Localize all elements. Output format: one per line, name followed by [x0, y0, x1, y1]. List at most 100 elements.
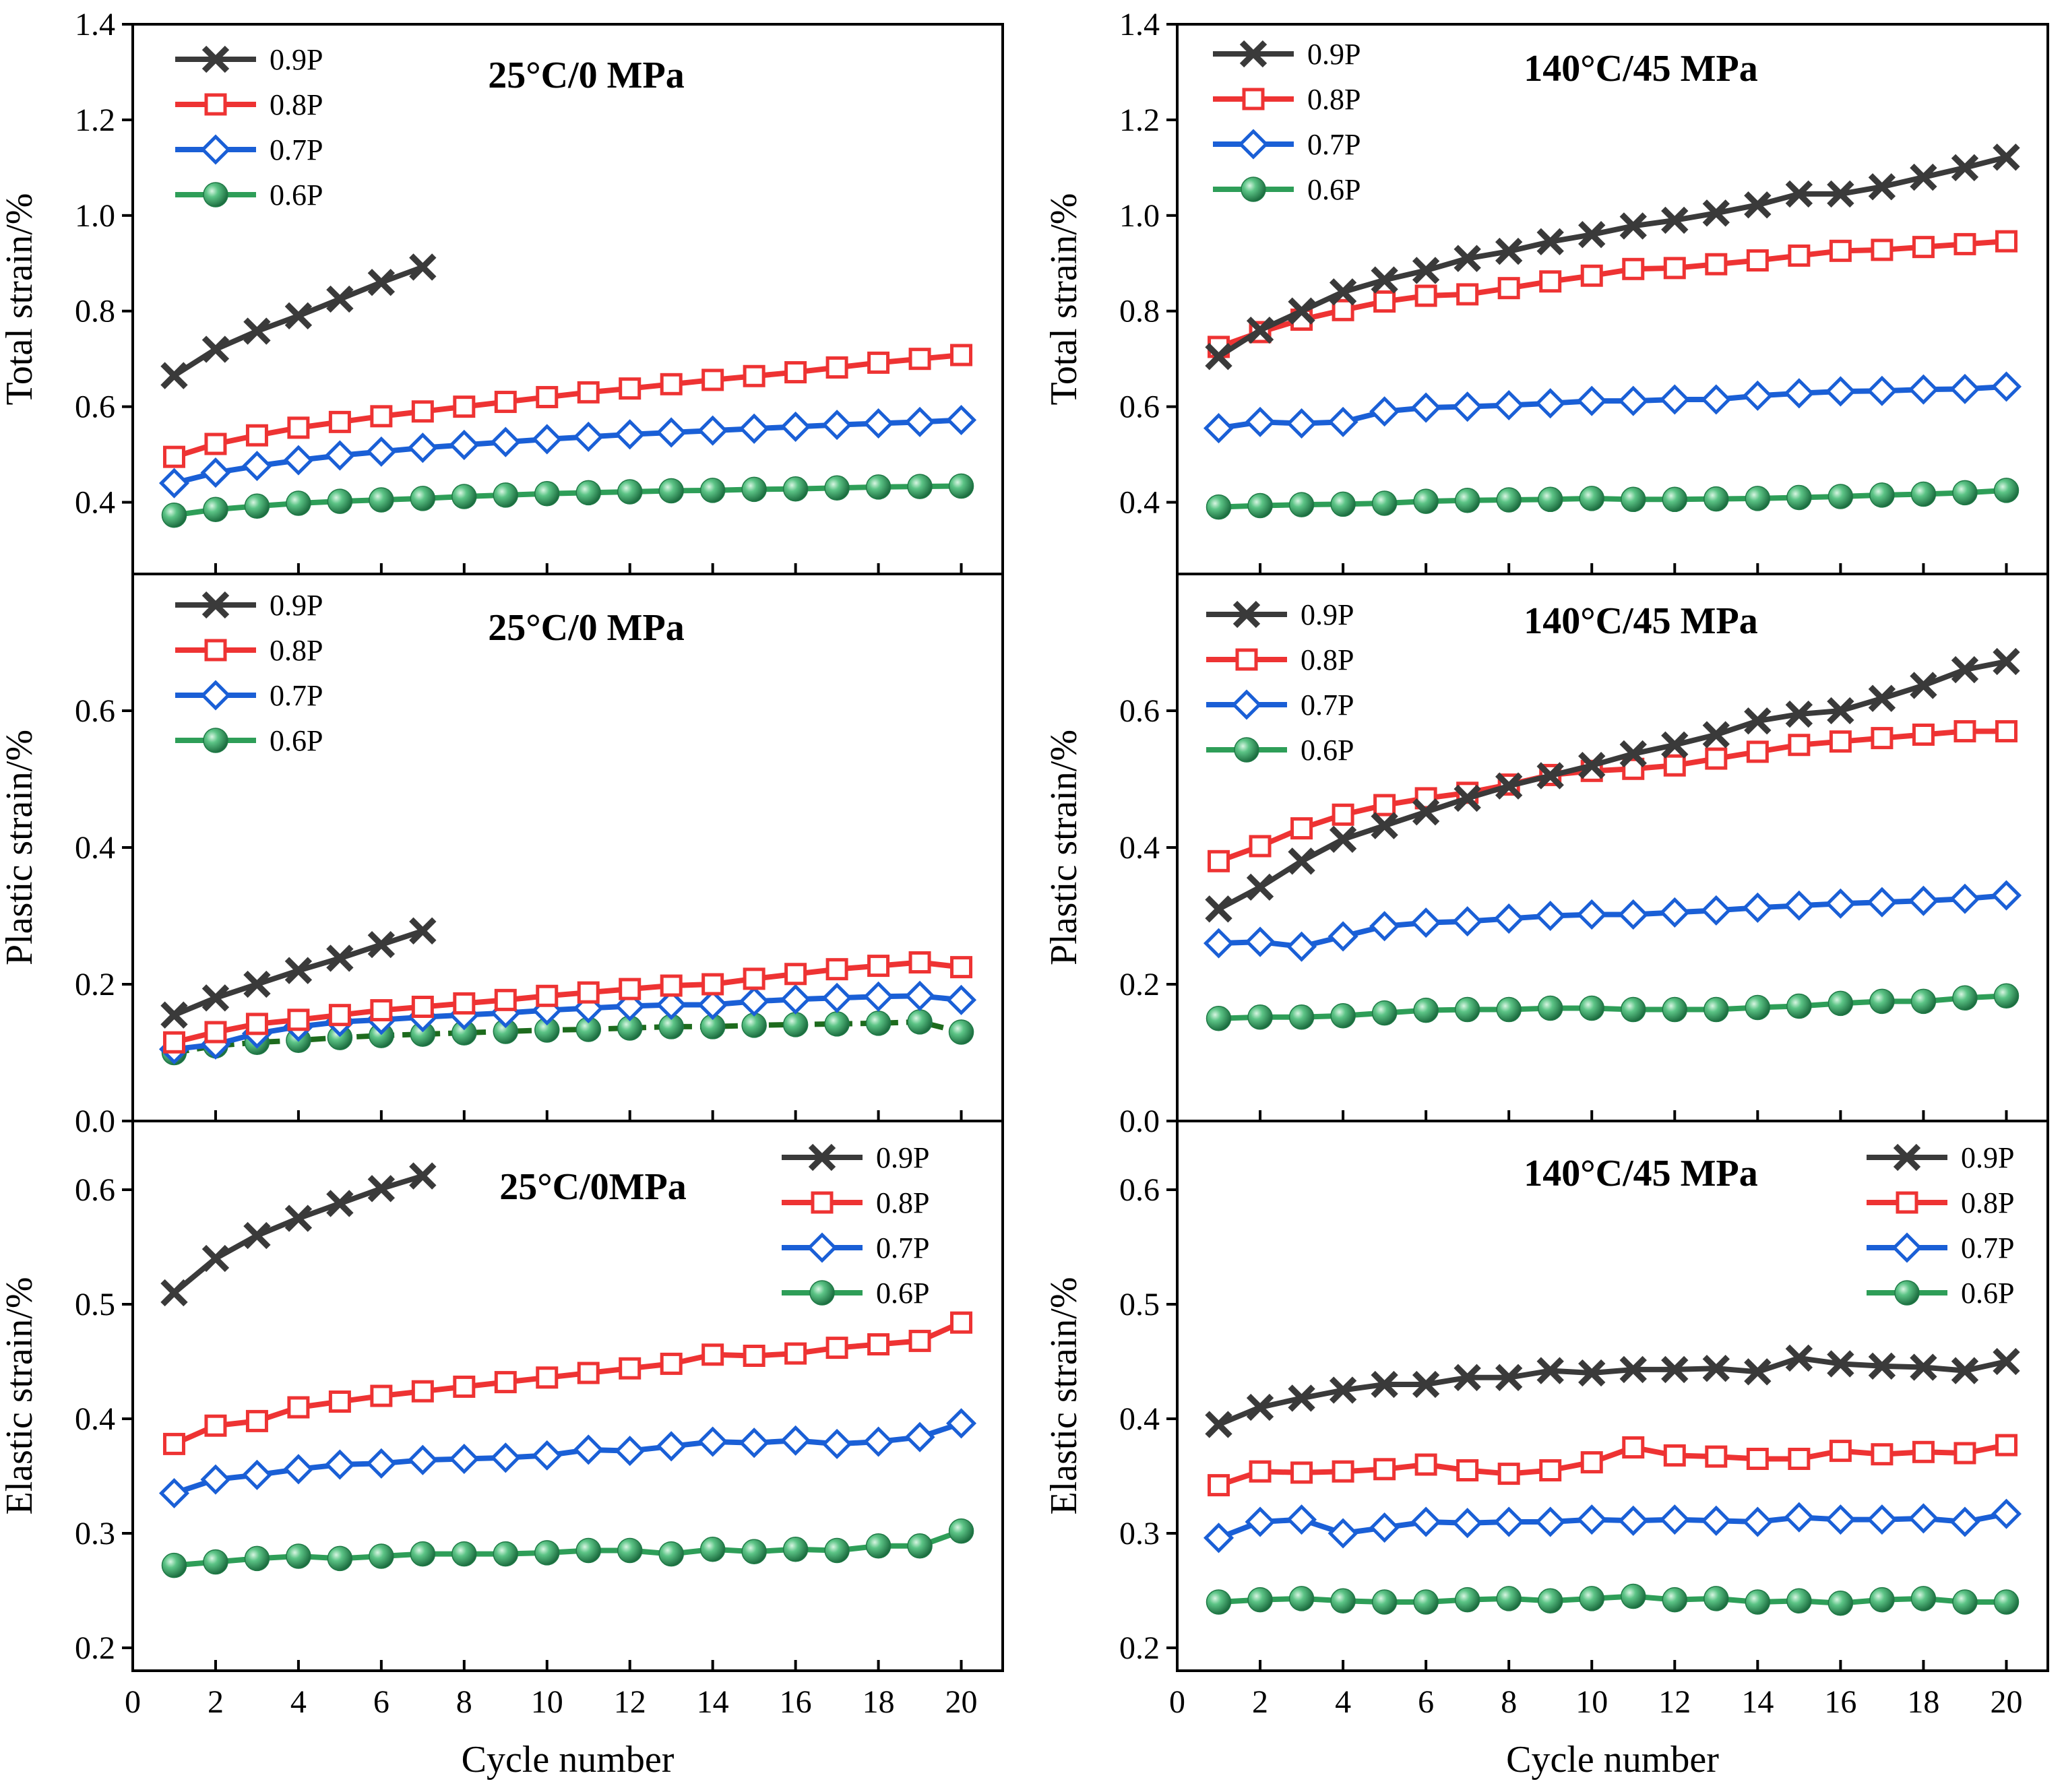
legend-item: 0.8P [175, 634, 323, 667]
data-point [1249, 835, 1272, 858]
data-point [1829, 239, 1852, 262]
data-point [1991, 371, 2022, 402]
legend-label: 0.8P [1307, 83, 1361, 116]
data-point [370, 999, 393, 1022]
data-point [1825, 888, 1856, 919]
data-point [1825, 376, 1856, 407]
legend-label: 0.9P [1961, 1141, 2014, 1174]
data-point [1659, 1504, 1690, 1535]
y-axis-title: Plastic strain/% [0, 730, 40, 965]
data-point [1867, 375, 1898, 406]
y-axis-title: Total strain/% [0, 193, 40, 406]
data-point [1576, 385, 1607, 416]
chart-panel-2: 0.4 0.6 0.8 1.0 1.2 1.4 Total strain/% 140°C/45… [1043, 7, 2049, 575]
series-08P [162, 344, 973, 468]
data-point [1827, 484, 1854, 509]
series-09P [160, 917, 437, 1029]
data-point [617, 1537, 643, 1564]
data-point [1952, 1589, 1978, 1615]
data-point [656, 1431, 687, 1462]
data-point [1330, 1588, 1356, 1614]
data-point [1247, 1587, 1273, 1613]
y-tick-label: 0.2 [1119, 1630, 1160, 1666]
data-point [1867, 1504, 1898, 1535]
data-point [1493, 1506, 1524, 1537]
y-axis-title: Elastic strain/% [1043, 1277, 1085, 1514]
data-point [945, 1408, 977, 1439]
x-tick-label: 12 [614, 1684, 646, 1720]
data-point [1452, 391, 1483, 422]
legend-marker [811, 1191, 834, 1214]
data-point [1246, 316, 1274, 344]
data-point [1661, 731, 1689, 759]
data-point [701, 973, 724, 996]
data-point [1910, 481, 1937, 507]
data-point [494, 391, 517, 414]
y-tick-label: 0.3 [1119, 1516, 1160, 1551]
data-point [1703, 1586, 1729, 1611]
data-point [203, 497, 228, 522]
legend-item: 0.9P [1867, 1141, 2014, 1174]
data-point [1788, 244, 1811, 267]
series-06P [161, 1009, 974, 1066]
data-point [945, 984, 977, 1015]
data-point [1951, 1357, 1979, 1384]
data-point [1290, 817, 1313, 840]
data-point [1786, 484, 1812, 511]
legend-marker [204, 639, 227, 662]
data-point [1288, 1384, 1315, 1412]
data-point [615, 1436, 646, 1467]
data-point [287, 1009, 310, 1031]
legend: 0.9P 0.8P 0.7P 0.6P [175, 43, 323, 212]
y-tick-label: 0.2 [75, 967, 115, 1002]
data-point [1622, 1436, 1645, 1459]
data-point [1827, 1350, 1854, 1378]
x-tick-label: 0 [1169, 1684, 1185, 1720]
data-point [366, 1448, 397, 1479]
data-point [369, 487, 394, 513]
legend-marker [1234, 737, 1259, 763]
data-point [369, 1543, 394, 1569]
data-point [1327, 1518, 1358, 1549]
data-point [907, 1009, 933, 1035]
data-point [1912, 724, 1935, 746]
data-point [1535, 388, 1566, 419]
data-point [1249, 1460, 1272, 1483]
legend-item: 0.7P [1867, 1231, 2014, 1265]
data-point [782, 476, 809, 502]
y-tick-label: 0.0 [1119, 1103, 1160, 1139]
data-point [453, 992, 476, 1015]
data-point [784, 963, 807, 986]
data-point [284, 1205, 313, 1232]
data-point [1369, 396, 1400, 427]
data-point [863, 408, 894, 439]
series-08P [1208, 230, 2018, 358]
data-point [1784, 378, 1815, 409]
chart-panel-6: 0 2 4 6 8 10 12 14 16 18 20 0.2 0.3 0.4 0.5 0.6 Elastic … [1043, 1120, 2049, 1781]
legend-marker [203, 182, 228, 207]
x-tick-label: 2 [1252, 1684, 1268, 1720]
data-point [1702, 1355, 1730, 1382]
data-point [1786, 993, 1812, 1019]
legend-item: 0.9P [782, 1141, 929, 1174]
data-point [1995, 719, 2018, 742]
data-point [945, 404, 977, 436]
legend-label: 0.9P [1301, 598, 1354, 631]
data-point [1332, 1460, 1354, 1483]
x-tick-label: 14 [697, 1684, 729, 1720]
data-point [1788, 734, 1811, 757]
plot-frame [1176, 1120, 2049, 1672]
data-point [1332, 803, 1354, 826]
data-point [1745, 486, 1771, 511]
legend-label: 0.6P [1307, 173, 1361, 206]
data-point [1332, 298, 1354, 321]
legend-label: 0.8P [270, 634, 323, 667]
data-point [1456, 283, 1479, 306]
y-tick-label: 0.6 [1119, 389, 1160, 425]
data-point [451, 484, 477, 509]
legend-item: 0.7P [1206, 689, 1354, 722]
data-point [1330, 491, 1356, 517]
y-tick-label: 0.4 [1119, 1401, 1160, 1437]
data-point [1579, 486, 1604, 511]
data-point [204, 1414, 227, 1437]
